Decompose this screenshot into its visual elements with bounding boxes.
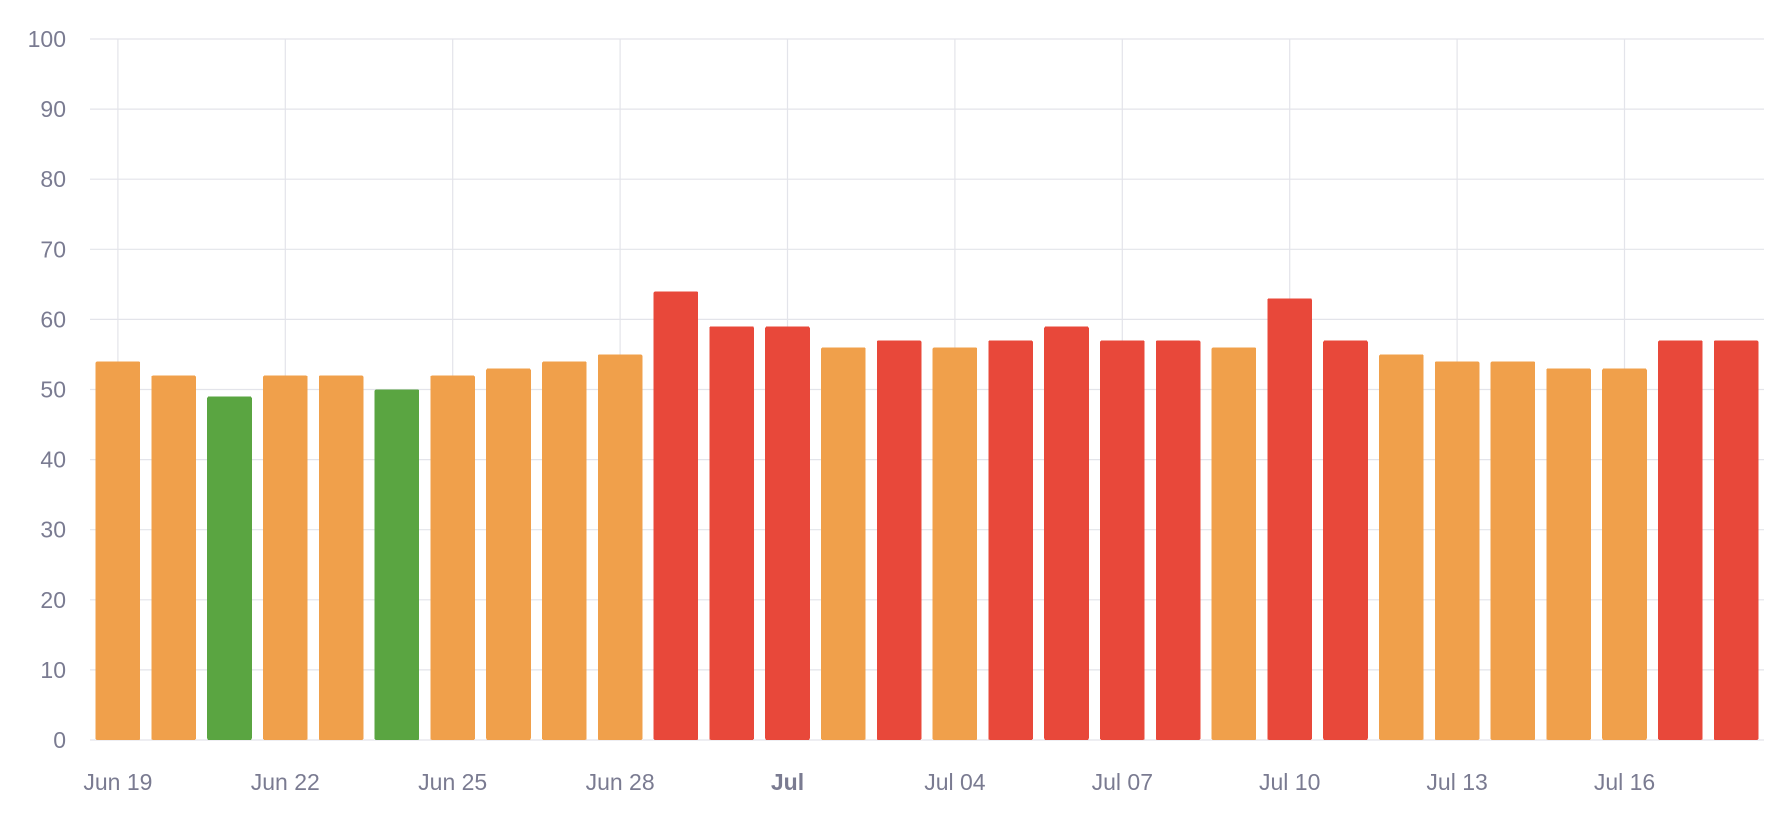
bar-2023-07-09[interactable]: [1211, 347, 1257, 740]
bar-2023-07-01[interactable]: [765, 326, 810, 740]
bar-2023-07-02[interactable]: [820, 347, 866, 740]
bar-2023-06-22[interactable]: [262, 375, 308, 740]
bar-2023-07-16[interactable]: [1602, 368, 1647, 740]
bar-2023-07-11[interactable]: [1323, 340, 1368, 740]
bar-2023-06-26[interactable]: [486, 368, 531, 740]
x-tick-label: Jun 22: [251, 769, 320, 795]
bar-2023-07-15[interactable]: [1546, 368, 1592, 740]
bar-2023-07-06[interactable]: [1044, 326, 1089, 740]
bar-2023-07-08[interactable]: [1155, 340, 1201, 740]
x-tick-label: Jul 16: [1594, 769, 1655, 795]
bar-2023-07-05[interactable]: [988, 340, 1034, 740]
bar-2023-07-07[interactable]: [1099, 340, 1145, 740]
bar-2023-07-12[interactable]: [1378, 354, 1424, 740]
x-tick-label: Jul 13: [1426, 769, 1487, 795]
y-tick-label: 10: [40, 657, 66, 683]
bar-2023-07-14[interactable]: [1490, 361, 1536, 740]
y-tick-label: 70: [40, 236, 66, 262]
bars: [95, 291, 1759, 741]
bar-2023-06-24[interactable]: [374, 389, 420, 741]
x-axis-tick-labels: Jun 19 Jun 22 Jun 25 Jun 28 Jul Jul 04 Jul 07 J…: [83, 769, 1655, 795]
y-tick-label: 60: [40, 306, 66, 332]
bar-2023-06-20[interactable]: [151, 375, 197, 740]
bar-2023-06-21[interactable]: [207, 396, 252, 740]
y-tick-label: 80: [40, 166, 66, 192]
bar-2023-06-19[interactable]: [95, 361, 141, 740]
y-tick-label: 20: [40, 587, 66, 613]
y-tick-label: 30: [40, 517, 66, 543]
bar-2023-07-18[interactable]: [1713, 340, 1759, 740]
x-tick-label: Jul 07: [1092, 769, 1153, 795]
y-tick-label: 90: [40, 96, 66, 122]
bar-2023-06-27[interactable]: [541, 361, 587, 740]
bar-2023-07-17[interactable]: [1657, 340, 1703, 740]
x-tick-label: Jun 28: [586, 769, 655, 795]
bar-2023-06-28[interactable]: [597, 354, 643, 740]
x-tick-label: Jul 10: [1259, 769, 1320, 795]
bar-2023-06-30[interactable]: [709, 326, 755, 740]
y-tick-label: 50: [40, 377, 66, 403]
bar-2023-07-10[interactable]: [1267, 298, 1313, 740]
bar-2023-07-03[interactable]: [876, 340, 922, 740]
y-tick-label: 100: [28, 26, 66, 52]
x-tick-label: Jul 04: [924, 769, 986, 795]
bar-2023-06-25[interactable]: [430, 375, 476, 740]
x-tick-label: Jun 25: [418, 769, 487, 795]
bar-2023-07-13[interactable]: [1434, 361, 1480, 740]
x-tick-label: Jun 19: [83, 769, 152, 795]
x-tick-label: Jul: [771, 769, 804, 795]
bar-2023-07-04[interactable]: [932, 347, 978, 740]
bar-2023-06-23[interactable]: [318, 375, 364, 740]
bar-2023-06-29[interactable]: [653, 291, 699, 740]
y-tick-label: 0: [53, 727, 66, 753]
y-tick-label: 40: [40, 447, 66, 473]
